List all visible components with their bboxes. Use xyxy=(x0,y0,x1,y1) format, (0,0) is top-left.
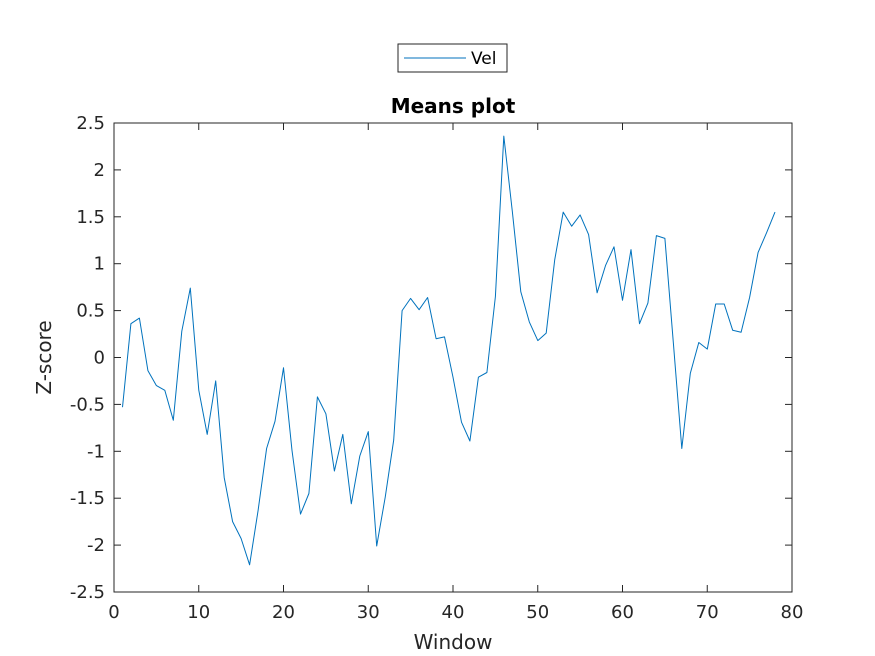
x-tick-label: 50 xyxy=(526,602,549,623)
y-tick-label: 2 xyxy=(94,160,105,181)
y-tick-label: -1 xyxy=(87,441,105,462)
x-tick-label: 10 xyxy=(187,602,210,623)
y-tick-label: -2 xyxy=(87,535,105,556)
y-tick-label: 0.5 xyxy=(76,301,105,322)
legend-label-vel: Vel xyxy=(471,49,497,69)
x-tick-label: 40 xyxy=(442,602,465,623)
y-axis-title: Z-score xyxy=(32,320,56,394)
series-layer xyxy=(122,135,776,566)
y-tick-label: -1.5 xyxy=(70,488,105,509)
x-tick-label: 60 xyxy=(611,602,634,623)
y-axis: -2.5 -2 -1.5 -1 -0.5 0 0.5 1 1.5 2 2.5 xyxy=(70,113,792,603)
y-tick-label: -0.5 xyxy=(70,394,105,415)
x-tick-label: 30 xyxy=(357,602,380,623)
plot-area xyxy=(113,122,793,593)
x-tick-label: 20 xyxy=(272,602,295,623)
y-tick-label: 0 xyxy=(94,348,105,369)
x-tick-label: 80 xyxy=(781,602,804,623)
x-tick-label: 70 xyxy=(696,602,719,623)
y-tick-label: 1 xyxy=(94,254,105,275)
y-tick-label: 1.5 xyxy=(76,207,105,228)
series-line-vel xyxy=(122,135,776,566)
x-axis-title: Window xyxy=(414,630,493,654)
x-axis: 0 10 20 30 40 50 60 70 80 xyxy=(108,123,803,623)
chart-title: Means plot xyxy=(391,94,516,118)
x-tick-label: 0 xyxy=(108,602,119,623)
y-tick-label: -2.5 xyxy=(70,582,105,603)
y-tick-label: 2.5 xyxy=(76,113,105,134)
legend: Vel xyxy=(397,43,508,73)
